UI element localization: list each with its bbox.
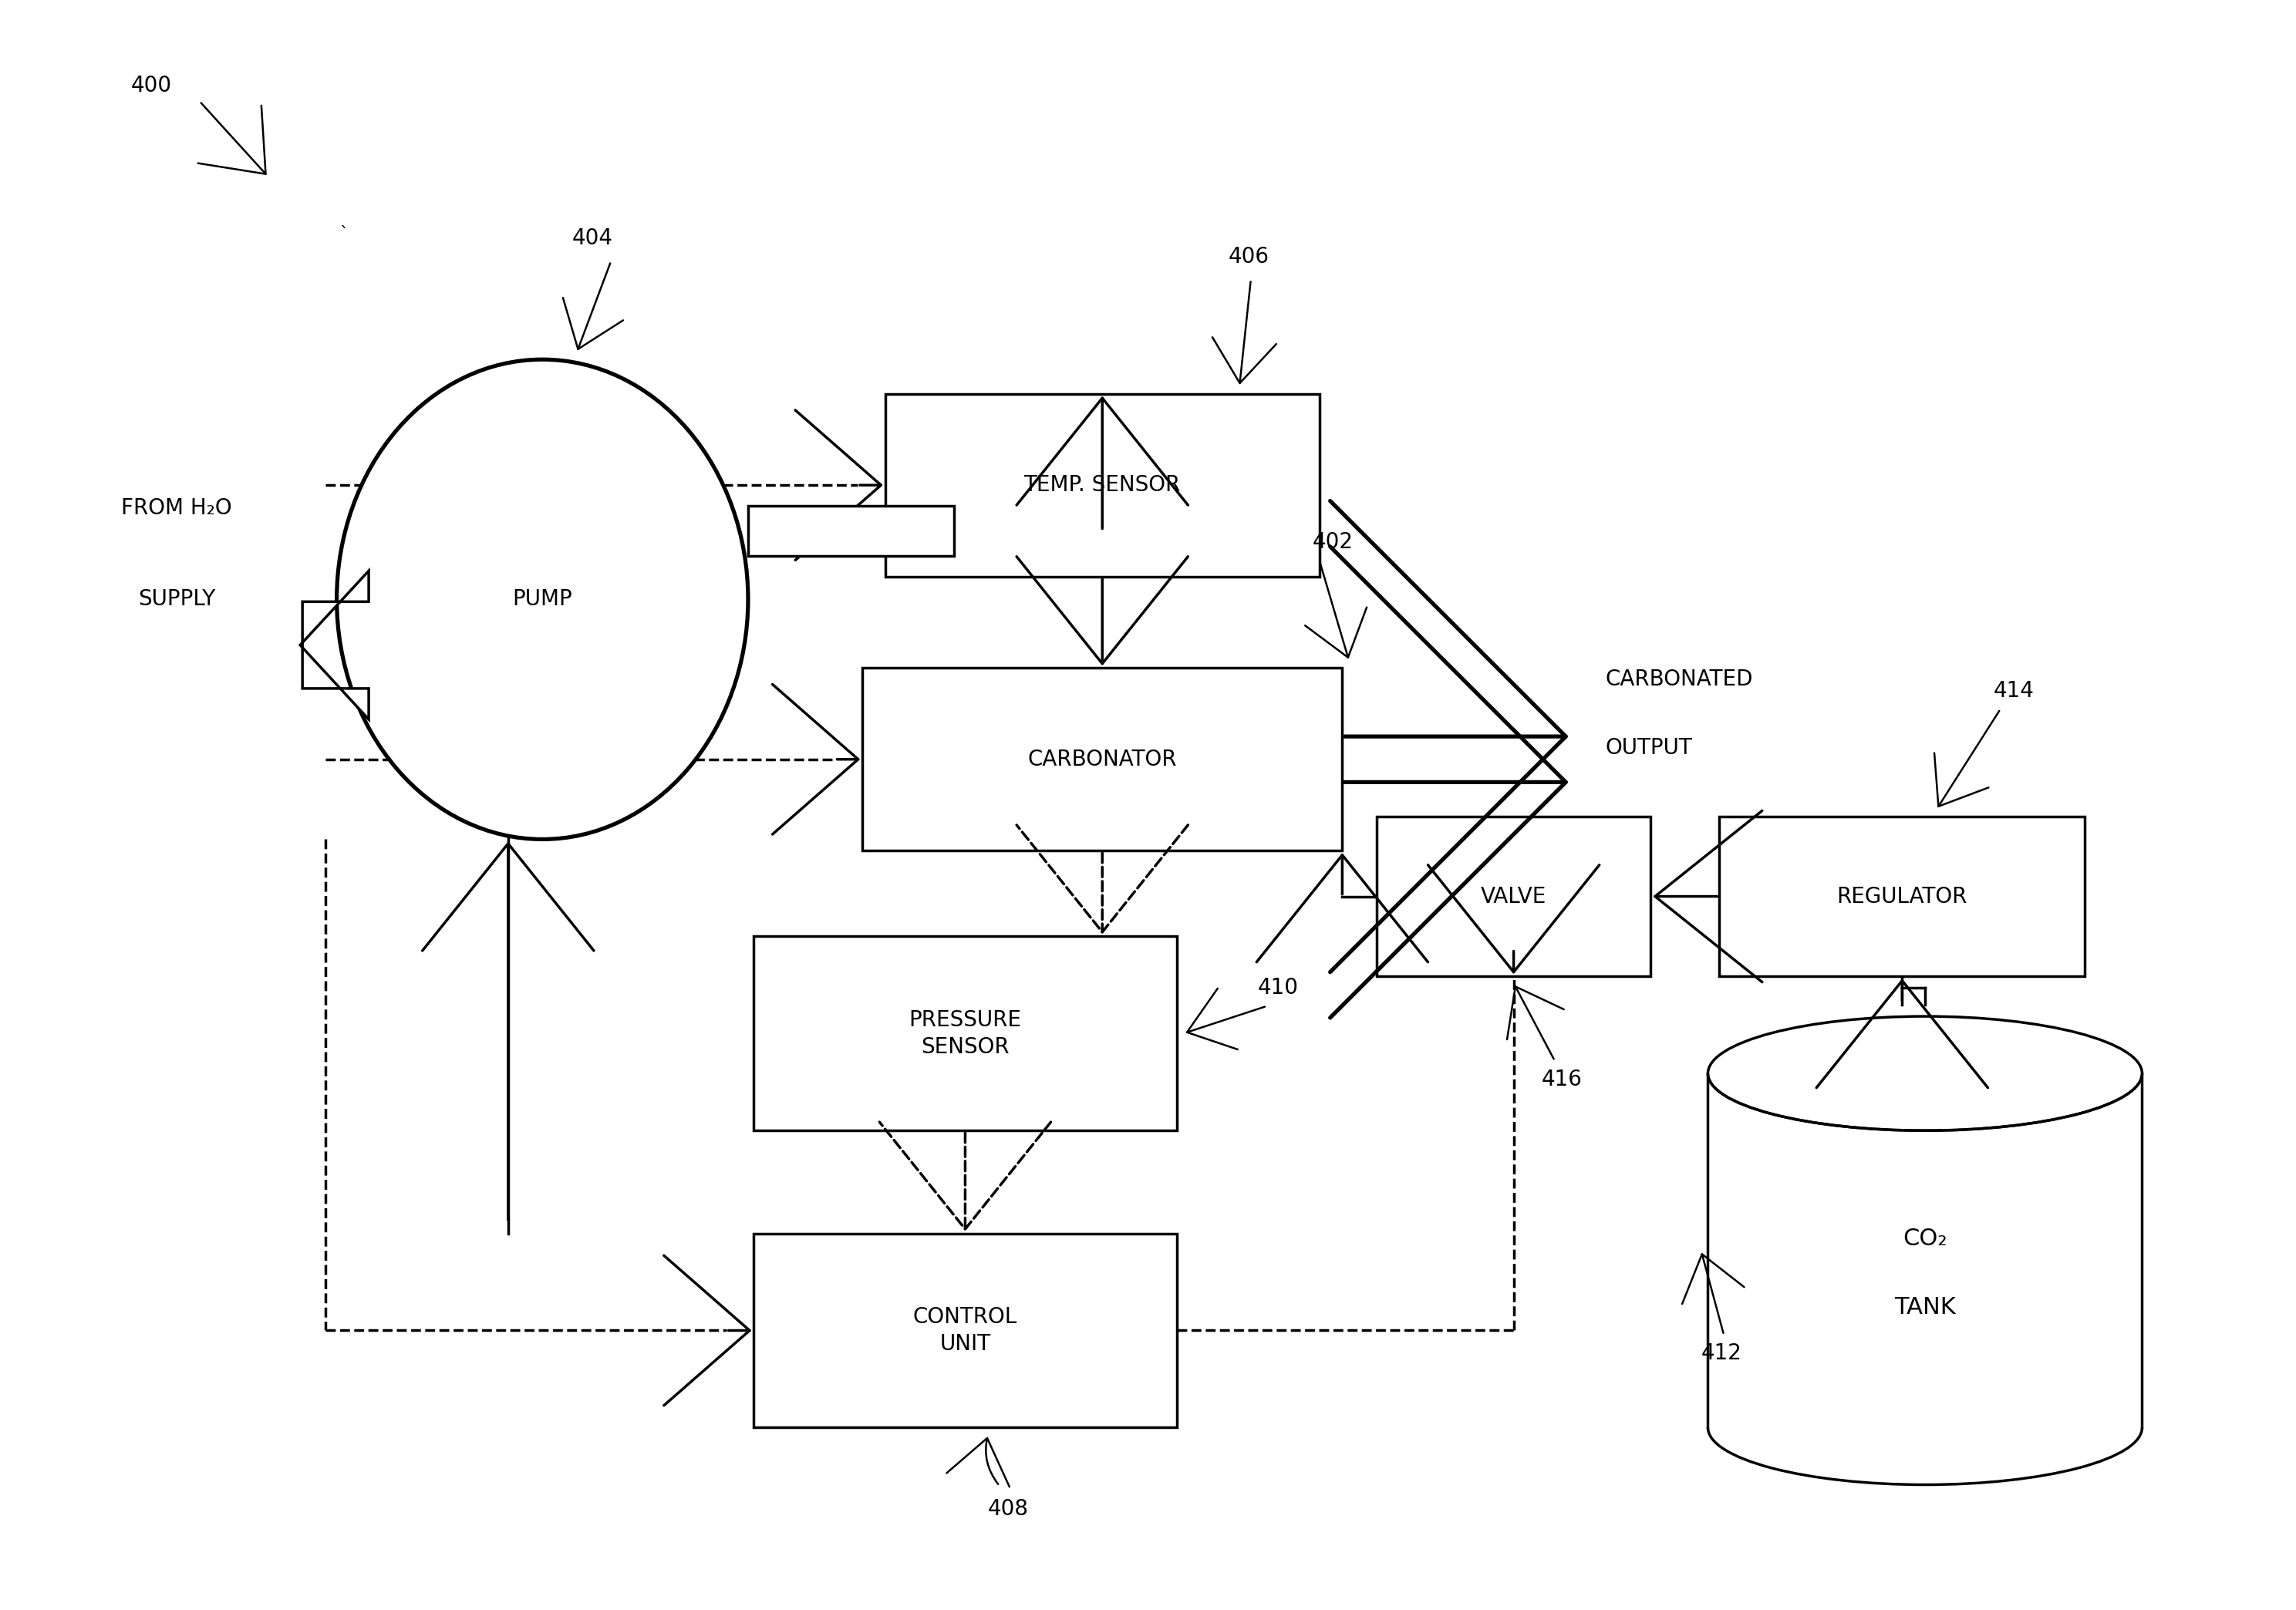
Bar bbox=[748, 506, 953, 555]
Text: CARBONATOR: CARBONATOR bbox=[1029, 749, 1178, 770]
Text: REGULATOR: REGULATOR bbox=[1837, 886, 1968, 906]
Text: 414: 414 bbox=[1993, 679, 2034, 702]
Text: SUPPLY: SUPPLY bbox=[138, 589, 216, 610]
Ellipse shape bbox=[338, 359, 748, 839]
Bar bbox=[1720, 816, 2085, 976]
Bar bbox=[753, 937, 1176, 1130]
Text: 400: 400 bbox=[131, 74, 172, 97]
Text: 408: 408 bbox=[987, 1497, 1029, 1520]
Bar bbox=[753, 1233, 1176, 1428]
Text: TANK: TANK bbox=[1894, 1296, 1956, 1319]
Text: TEMP. SENSOR: TEMP. SENSOR bbox=[1024, 475, 1180, 496]
FancyArrow shape bbox=[301, 572, 370, 720]
Text: CO₂: CO₂ bbox=[1903, 1228, 1947, 1251]
Ellipse shape bbox=[1708, 1016, 2142, 1130]
Text: PUMP: PUMP bbox=[512, 589, 572, 610]
Text: 404: 404 bbox=[572, 227, 613, 250]
Bar bbox=[1378, 816, 1651, 976]
Text: PRESSURE
SENSOR: PRESSURE SENSOR bbox=[909, 1009, 1022, 1058]
Text: 410: 410 bbox=[1258, 977, 1300, 998]
Bar bbox=[886, 394, 1320, 576]
Text: CARBONATED: CARBONATED bbox=[1605, 668, 1752, 691]
Text: VALVE: VALVE bbox=[1481, 886, 1548, 906]
Text: 402: 402 bbox=[1313, 531, 1352, 554]
Text: FROM H₂O: FROM H₂O bbox=[122, 497, 232, 518]
Bar bbox=[863, 668, 1343, 850]
Text: CONTROL
UNIT: CONTROL UNIT bbox=[914, 1306, 1017, 1354]
Text: ˋ: ˋ bbox=[340, 225, 349, 241]
Text: 406: 406 bbox=[1228, 246, 1270, 267]
Text: OUTPUT: OUTPUT bbox=[1605, 737, 1692, 758]
Text: 412: 412 bbox=[1701, 1343, 1743, 1364]
Text: 416: 416 bbox=[1541, 1069, 1582, 1090]
